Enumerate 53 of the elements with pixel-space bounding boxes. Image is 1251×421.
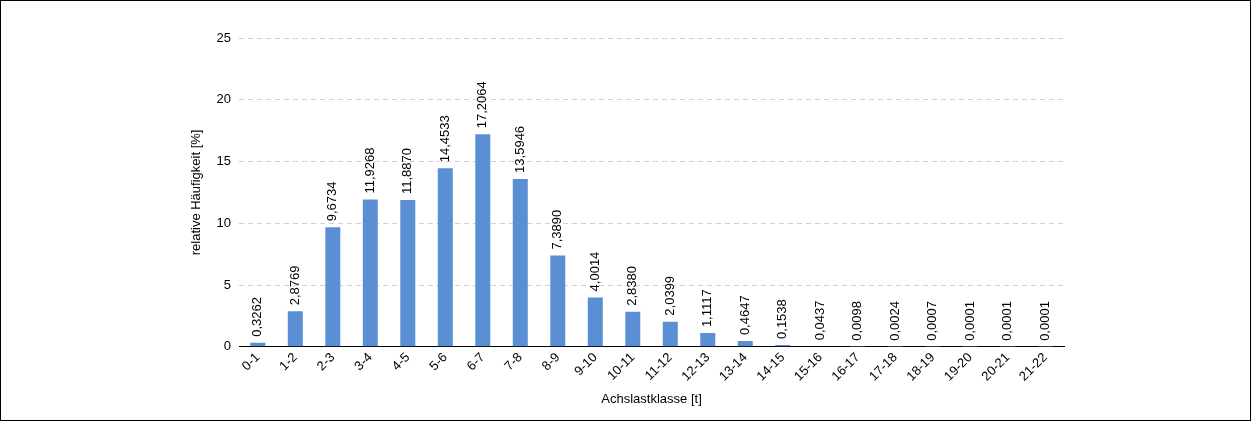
data-label: 11,9268 bbox=[361, 147, 377, 194]
data-label: 7,3890 bbox=[549, 209, 565, 250]
data-label: 17,2064 bbox=[474, 81, 490, 129]
x-tick-label: 4-5 bbox=[388, 349, 413, 374]
bar bbox=[287, 311, 303, 347]
data-label: 1,1117 bbox=[699, 289, 715, 328]
x-axis-title: Achslastklasse [t] bbox=[601, 390, 702, 406]
x-tick-label: 3-4 bbox=[351, 349, 375, 374]
data-label: 0,0024 bbox=[886, 301, 902, 341]
data-label: 0,3262 bbox=[249, 297, 265, 337]
x-tick-label: 8-9 bbox=[538, 349, 563, 374]
y-tick-label: 10 bbox=[216, 214, 232, 230]
bar bbox=[700, 333, 716, 347]
bar bbox=[475, 134, 491, 347]
data-label: 11,8870 bbox=[399, 147, 415, 194]
x-tick-label: 2-3 bbox=[313, 349, 338, 374]
y-tick-label: 0 bbox=[223, 338, 232, 354]
bar bbox=[587, 297, 603, 347]
bar bbox=[400, 200, 416, 347]
data-label: 0,1538 bbox=[774, 299, 790, 339]
data-label: 2,0399 bbox=[661, 275, 677, 316]
data-label: 13,5946 bbox=[511, 125, 527, 173]
x-tick-label: 9-10 bbox=[570, 349, 600, 379]
y-tick-label: 15 bbox=[216, 153, 232, 169]
x-tick-label: 0-1 bbox=[238, 349, 263, 374]
data-label: 0,0437 bbox=[811, 300, 827, 341]
data-label: 0,0001 bbox=[999, 301, 1015, 341]
bar bbox=[625, 311, 641, 347]
data-label: 9,6734 bbox=[324, 181, 340, 222]
data-label: 2,8380 bbox=[624, 266, 640, 306]
bar bbox=[737, 341, 753, 347]
x-tick-label: 6-7 bbox=[463, 349, 488, 374]
bar bbox=[437, 168, 453, 347]
data-label: 0,0007 bbox=[924, 301, 940, 341]
bar bbox=[512, 178, 528, 347]
data-label: 0,0098 bbox=[849, 300, 865, 341]
data-label: 2,8769 bbox=[286, 265, 302, 306]
data-label: 0,0001 bbox=[961, 301, 977, 341]
y-tick-label: 25 bbox=[216, 29, 232, 45]
data-label: 14,4533 bbox=[436, 115, 452, 163]
data-label: 0,4647 bbox=[736, 295, 752, 336]
data-label: 4,0014 bbox=[586, 251, 602, 292]
bar bbox=[550, 255, 566, 347]
y-tick-label: 20 bbox=[216, 91, 232, 107]
bar bbox=[662, 321, 678, 347]
y-axis-title: relative Häufigkeit [%] bbox=[188, 129, 204, 256]
data-label: 0,0001 bbox=[1036, 301, 1052, 341]
bar bbox=[325, 227, 341, 347]
x-tick-label: 5-6 bbox=[426, 349, 450, 374]
y-tick-label: 5 bbox=[223, 276, 232, 292]
x-tick-label: 7-8 bbox=[501, 349, 525, 374]
bar bbox=[362, 199, 378, 347]
x-tick-label: 1-2 bbox=[276, 349, 300, 374]
